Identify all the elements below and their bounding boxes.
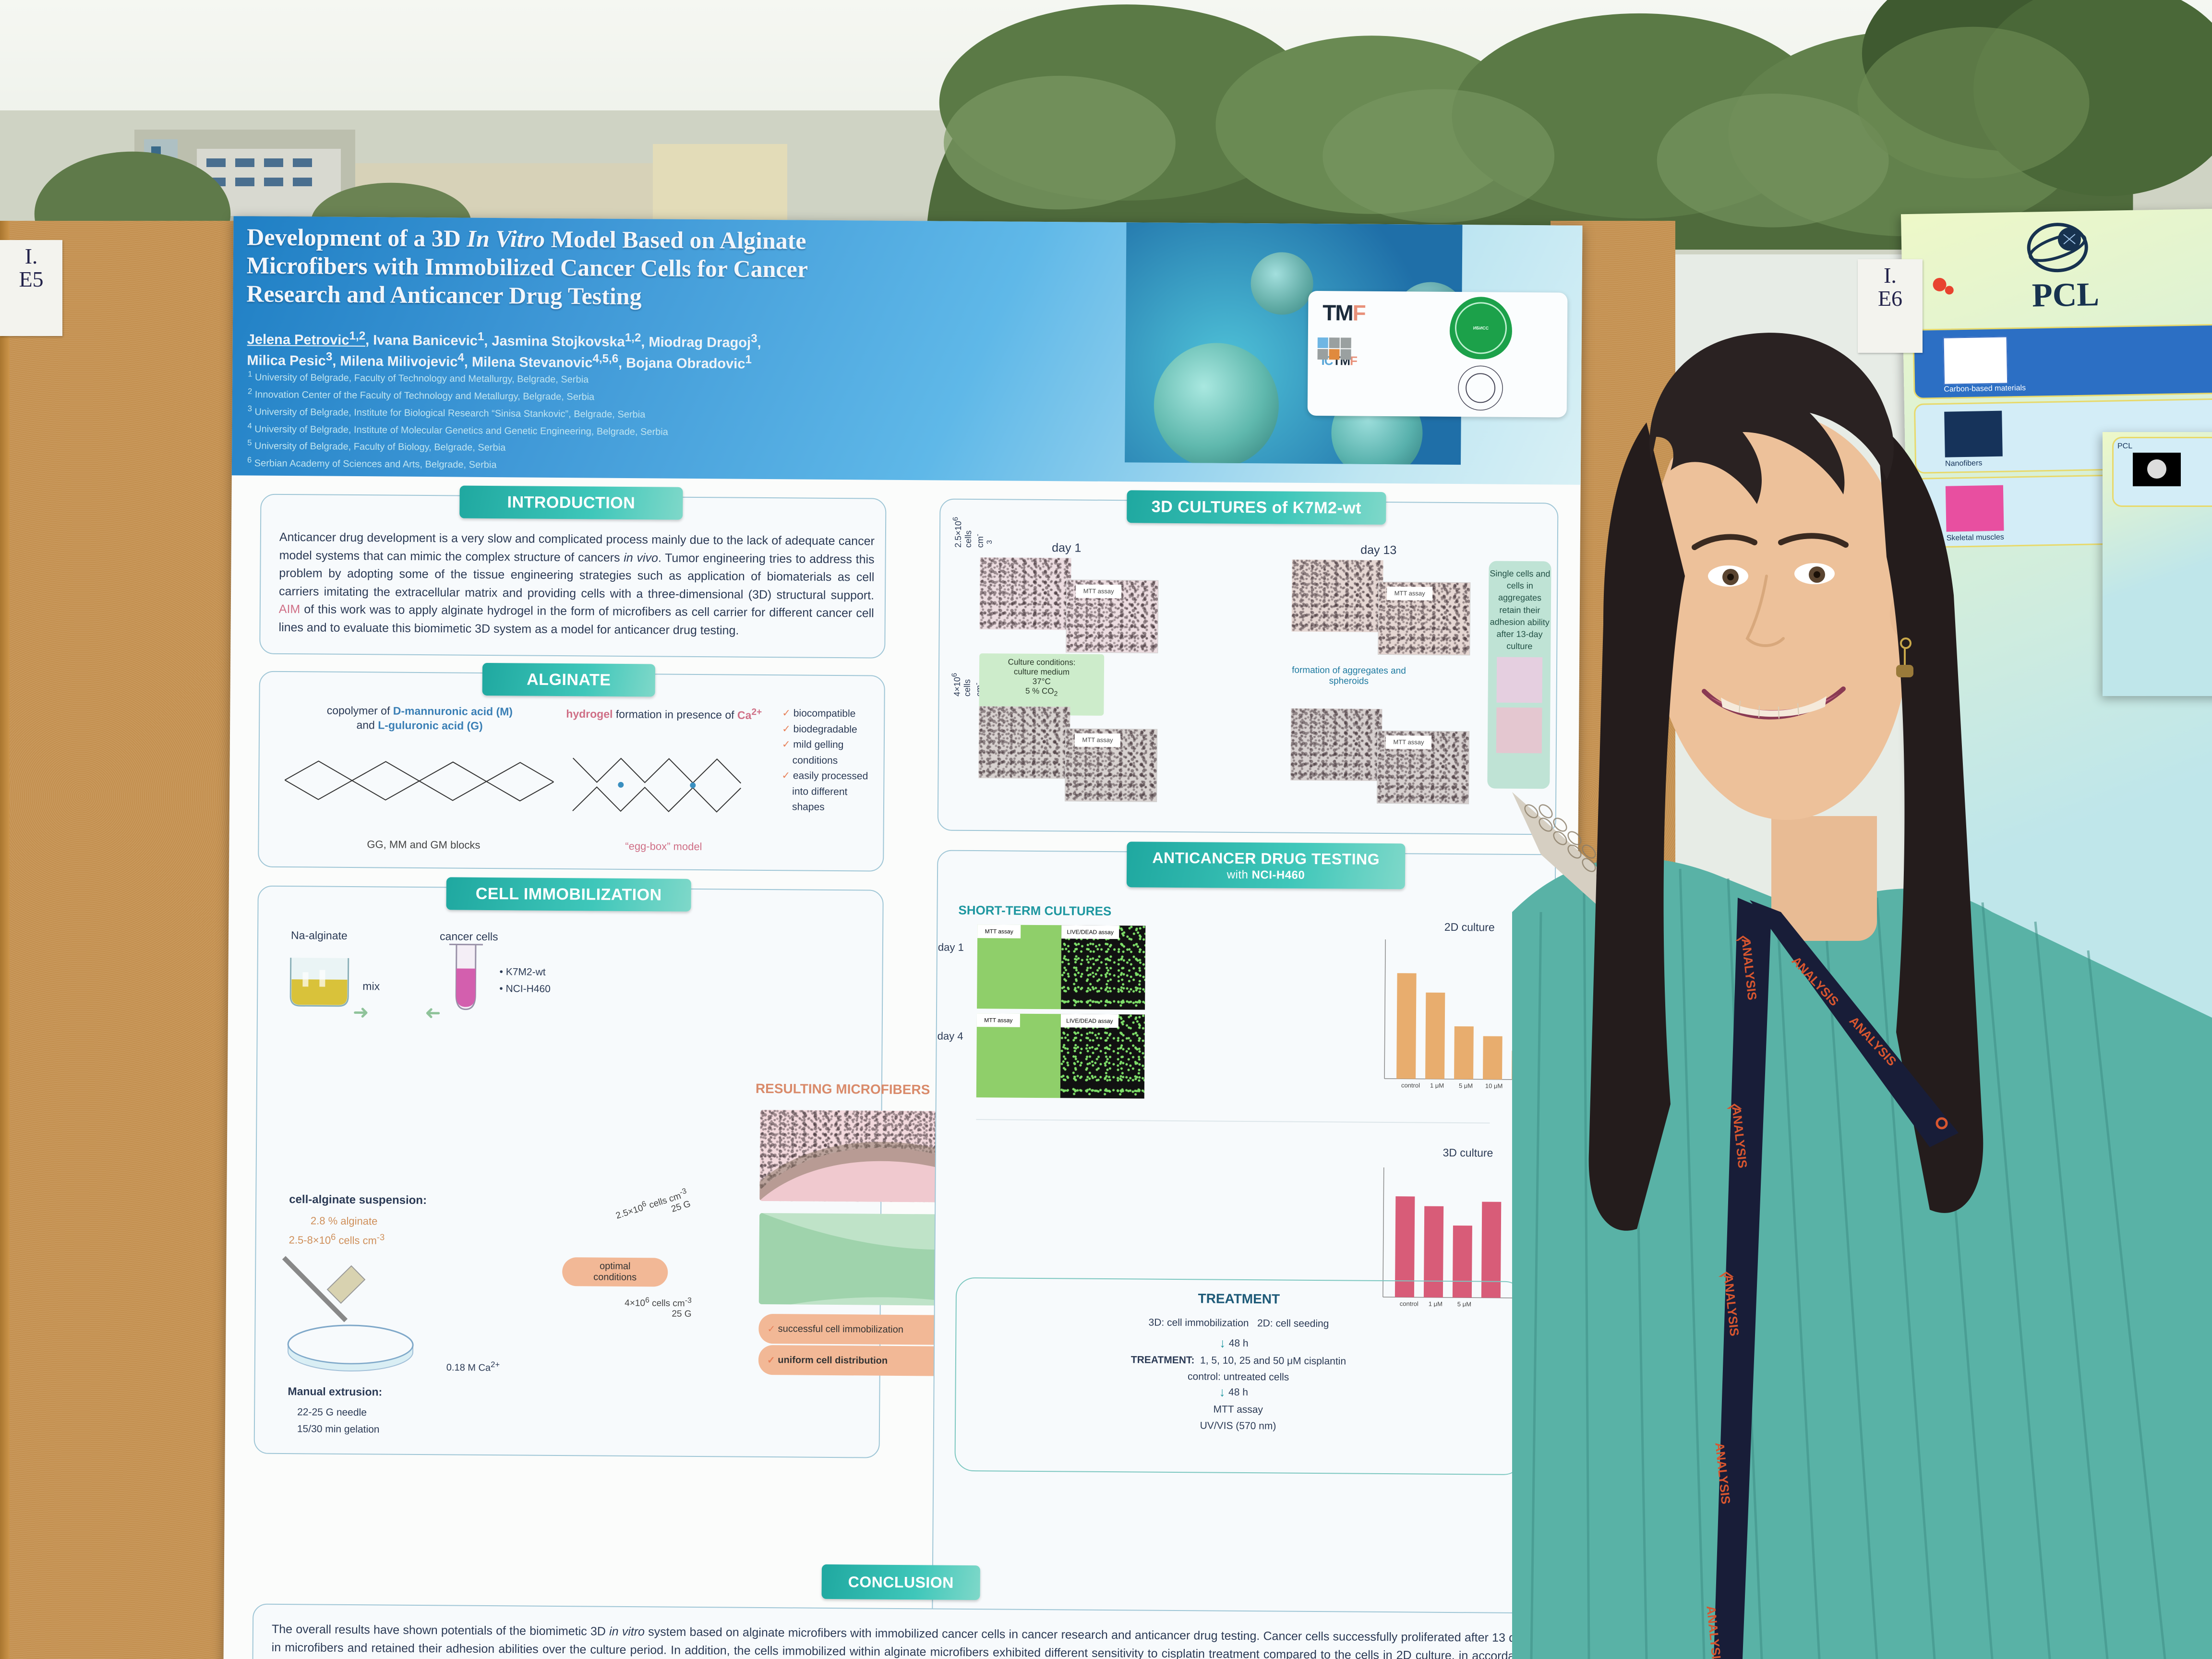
svg-text:10 μM: 10 μM	[1485, 1082, 1503, 1089]
svg-text:control: control	[1401, 1082, 1420, 1089]
svg-text:5 μM: 5 μM	[1459, 1082, 1473, 1089]
svg-text:1 μM: 1 μM	[1430, 1082, 1444, 1089]
